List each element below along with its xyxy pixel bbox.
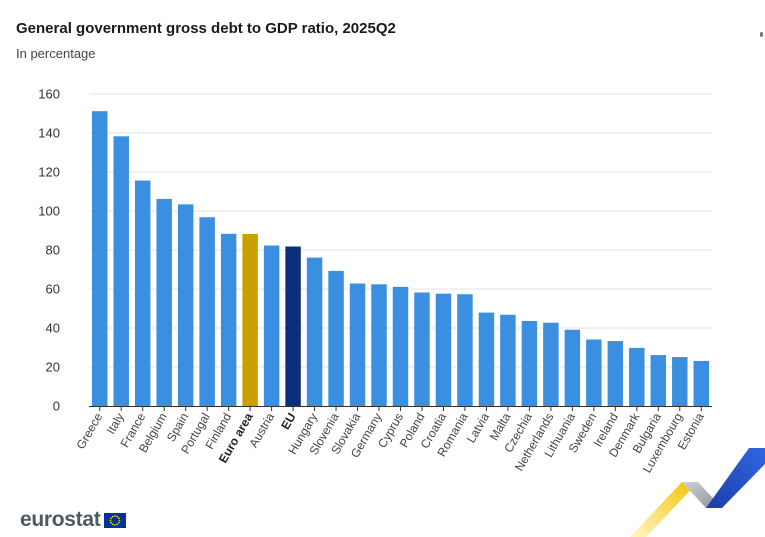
bar-spain[interactable] — [177, 204, 194, 406]
bar-czechia[interactable] — [521, 320, 538, 406]
y-tick-label: 20 — [46, 360, 60, 375]
bar-greece[interactable] — [92, 111, 108, 406]
bar-finland[interactable] — [220, 233, 237, 406]
bar-malta[interactable] — [500, 314, 516, 406]
y-tick-label: 140 — [38, 126, 60, 141]
bar-cyprus[interactable] — [392, 286, 409, 406]
y-tick-label: 40 — [46, 321, 60, 336]
y-tick-label: 160 — [38, 87, 60, 102]
eu-flag-icon — [104, 512, 127, 528]
bar-germany[interactable] — [371, 284, 387, 406]
bar-denmark[interactable] — [629, 347, 645, 406]
bar-romania[interactable] — [457, 294, 473, 406]
logo-text: eurostat — [20, 508, 101, 531]
bar-portugal[interactable] — [199, 217, 215, 406]
bar-italy[interactable] — [113, 136, 129, 406]
bar-poland[interactable] — [414, 292, 430, 406]
bars — [92, 111, 709, 406]
x-tick-label-eu: EU — [278, 411, 298, 432]
bar-ireland[interactable] — [607, 341, 624, 406]
bar-euro-area[interactable] — [242, 234, 258, 406]
y-tick-label: 120 — [38, 165, 60, 180]
x-tick-label-greece: Greece — [74, 410, 106, 451]
bar-estonia[interactable] — [693, 360, 709, 406]
y-tick-label: 100 — [38, 204, 60, 219]
bar-belgium[interactable] — [156, 198, 172, 406]
bar-austria[interactable] — [263, 245, 280, 406]
eurostat-logo: eurostat — [20, 508, 127, 532]
bar-bulgaria[interactable] — [650, 355, 667, 406]
bar-luxembourg[interactable] — [672, 357, 688, 406]
bar-latvia[interactable] — [478, 312, 495, 406]
bar-slovakia[interactable] — [349, 283, 366, 406]
y-tick-label: 60 — [46, 282, 60, 297]
bar-slovenia[interactable] — [328, 270, 344, 406]
bar-croatia[interactable] — [435, 293, 452, 406]
bar-france[interactable] — [134, 180, 151, 406]
edge-marker — [760, 32, 763, 37]
bar-lithuania[interactable] — [564, 329, 581, 406]
bar-sweden[interactable] — [586, 339, 602, 406]
y-tick-label: 0 — [53, 399, 60, 414]
bar-hungary[interactable] — [306, 257, 323, 406]
chart-title: General government gross debt to GDP rat… — [16, 20, 396, 37]
bar-netherlands[interactable] — [543, 322, 559, 406]
decorative-chevron — [630, 448, 765, 537]
x-tick-label-latvia: Latvia — [464, 410, 492, 445]
bar-eu[interactable] — [285, 246, 301, 406]
chart-subtitle: In percentage — [16, 46, 96, 61]
bar-chart: 020406080100120140160GreeceItalyFranceBe… — [38, 87, 712, 475]
y-tick-label: 80 — [46, 243, 60, 258]
